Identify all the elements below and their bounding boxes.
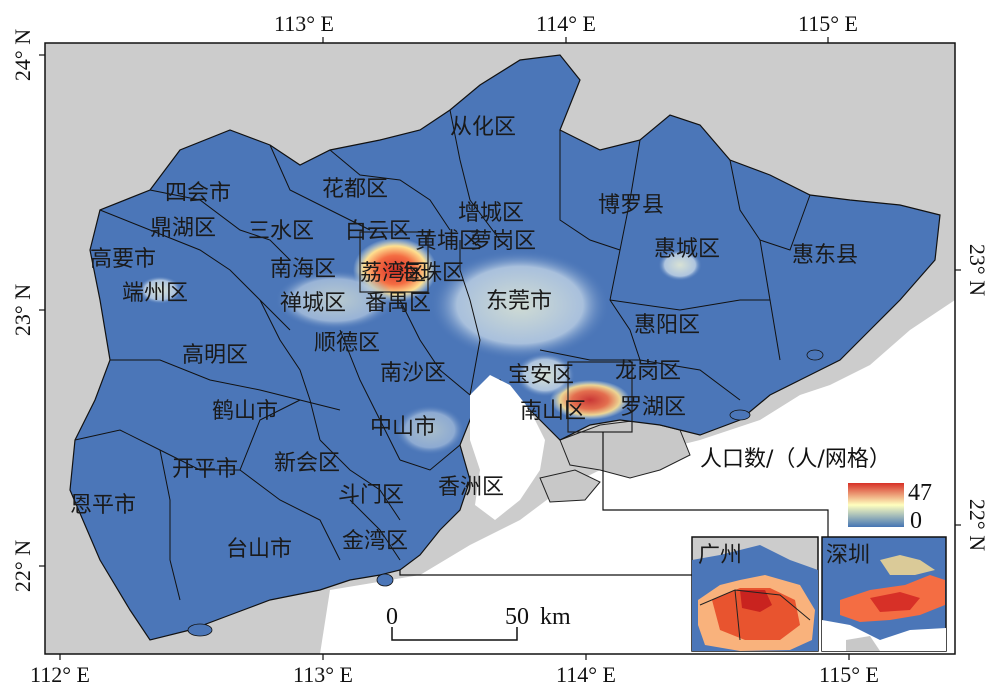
legend-title: 人口数/（人/网格） <box>700 447 891 472</box>
legend-min-label: 0 <box>910 508 922 534</box>
label-luogang: 萝岗区 <box>470 229 536 254</box>
label-boluo: 博罗县 <box>598 193 664 218</box>
district-labels: 从化区 四会市 花都区 增城区 博罗县 鼎湖区 三水区 白云区 黄埔区 萝岗区 … <box>70 115 858 562</box>
huicheng-density <box>658 249 702 281</box>
map-frame <box>44 42 956 655</box>
legend-color-ramp <box>848 483 904 527</box>
graticule-ticks <box>39 37 961 660</box>
lon-label-115-top: 115° E <box>798 11 858 36</box>
foshan-density <box>275 270 395 330</box>
label-gaoyao: 高要市 <box>90 247 156 272</box>
label-huidong: 惠东县 <box>792 243 858 268</box>
label-nansha: 南沙区 <box>380 361 446 386</box>
label-shunde: 顺德区 <box>314 331 380 356</box>
baoan-density <box>515 353 575 397</box>
label-gaoming: 高明区 <box>182 343 248 368</box>
scale-end-label: 50 <box>505 604 529 630</box>
label-huadu: 花都区 <box>322 177 388 202</box>
label-haizhu: 海珠区 <box>398 261 464 286</box>
guangzhou-inset-box <box>359 231 429 293</box>
label-jinwan: 金湾区 <box>342 529 408 554</box>
map-body <box>45 43 955 654</box>
lon-label-114-top: 114° E <box>536 11 596 36</box>
lon-label-114-bottom: 114° E <box>556 662 616 687</box>
hong-kong-land <box>559 419 691 479</box>
label-enping: 恩平市 <box>70 493 136 518</box>
shenzhen-leader-line <box>602 432 829 538</box>
label-dongguan: 东莞市 <box>486 289 552 314</box>
shenzhen-inset-title: 深圳 <box>826 543 870 568</box>
islands <box>187 349 824 637</box>
label-sanshui: 三水区 <box>248 219 314 244</box>
lon-label-115-bottom: 115° E <box>819 662 879 687</box>
label-xinhui: 新会区 <box>274 451 340 476</box>
label-liwan: 荔湾区 <box>360 261 426 286</box>
label-xiangzhou: 香洲区 <box>438 475 504 500</box>
label-conghua: 从化区 <box>450 115 516 140</box>
label-zhongshan: 中山市 <box>370 415 436 440</box>
label-nanshan: 南山区 <box>520 399 586 424</box>
guangzhou-inset: 广州 <box>691 536 819 652</box>
label-longgang: 龙岗区 <box>615 359 681 384</box>
scale-bar: 0 50 km <box>386 604 571 641</box>
label-luohu: 罗湖区 <box>620 395 686 420</box>
label-dinghu: 鼎湖区 <box>150 216 216 241</box>
scale-bar-line <box>391 627 518 641</box>
label-huangpu: 黄埔区 <box>415 229 481 254</box>
lat-label-24-left: 24° N <box>10 29 35 81</box>
label-sihui: 四会市 <box>165 181 231 206</box>
label-nanhai: 南海区 <box>270 257 336 282</box>
label-huicheng: 惠城区 <box>654 237 720 262</box>
lat-label-23-right: 23° N <box>965 244 990 296</box>
lat-label-23-left: 23° N <box>10 284 35 336</box>
legend-max-label: 47 <box>908 480 932 506</box>
label-kaiping: 开平市 <box>172 457 238 482</box>
shenzhen-hotspot <box>550 380 630 420</box>
label-panyu: 番禺区 <box>365 291 431 316</box>
lon-label-112-bottom: 112° E <box>30 662 90 687</box>
lon-label-113-bottom: 113° E <box>293 662 353 687</box>
label-huiyang: 惠阳区 <box>634 313 700 338</box>
scale-start-label: 0 <box>386 604 398 630</box>
label-taishan: 台山市 <box>226 537 292 562</box>
label-doumen: 斗门区 <box>338 483 404 508</box>
guangzhou-inset-title: 广州 <box>698 543 742 568</box>
lat-label-22-right: 22° N <box>965 499 990 551</box>
label-chancheng: 禅城区 <box>280 291 346 316</box>
lantau-island <box>539 469 601 503</box>
lon-label-113-top: 113° E <box>274 11 334 36</box>
zhaoqing-density <box>138 276 182 304</box>
shenzhen-inset: 深圳 <box>821 536 947 652</box>
label-baoan: 宝安区 <box>508 363 574 388</box>
label-zengcheng: 增城区 <box>458 201 524 226</box>
pearl-river-estuary <box>470 375 545 520</box>
label-baiyun: 白云区 <box>345 219 411 244</box>
district-boundaries <box>74 109 811 601</box>
legend: 人口数/（人/网格） 47 0 <box>700 447 932 534</box>
shenzhen-inset-box <box>567 361 633 433</box>
label-heshan: 鹤山市 <box>212 399 278 424</box>
guangzhou-leader-line <box>399 570 695 576</box>
dongguan-density <box>430 250 610 360</box>
label-duanzhou: 端州区 <box>122 281 188 306</box>
scale-unit-label: km <box>540 604 571 630</box>
lat-label-22-left: 22° N <box>10 540 35 592</box>
zhongshan-density <box>395 405 465 455</box>
